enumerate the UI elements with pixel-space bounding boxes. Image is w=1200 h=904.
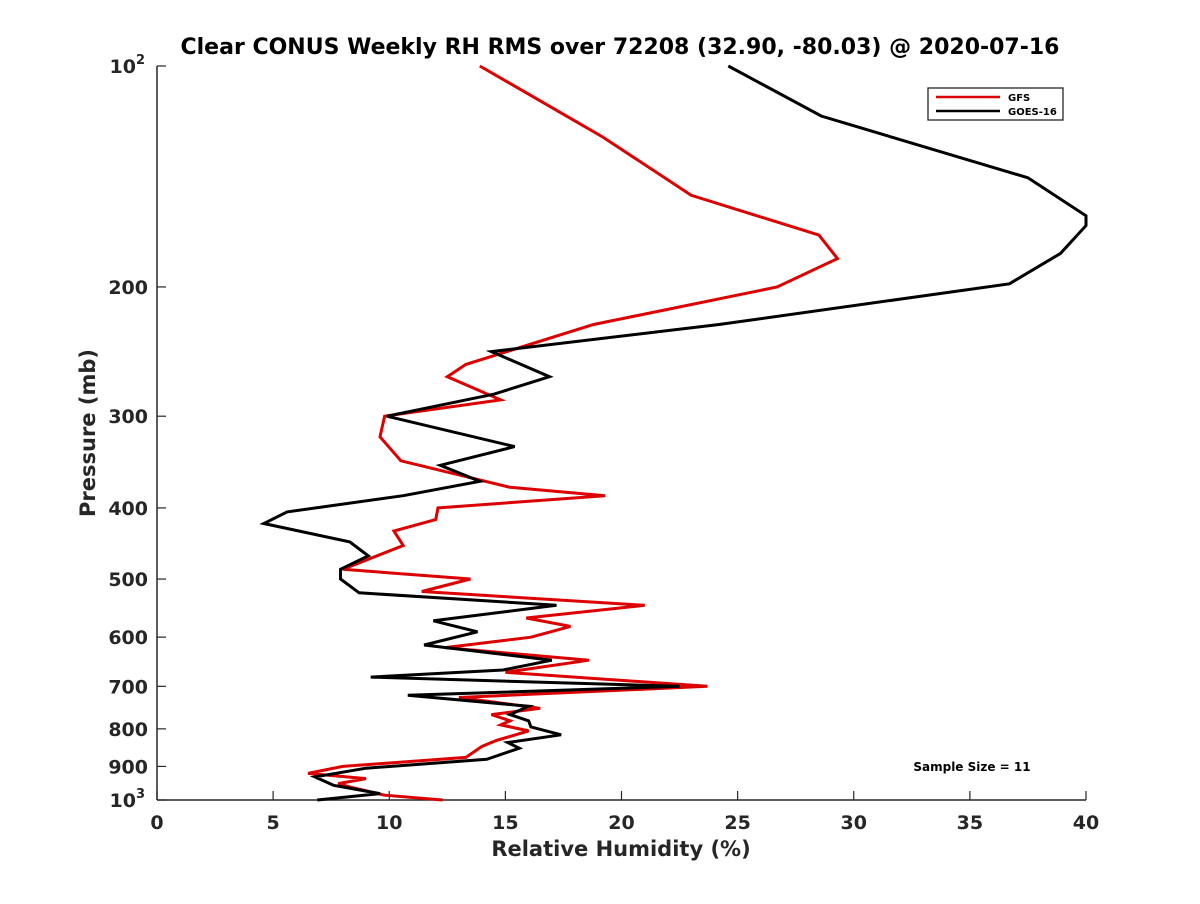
x-tick-label: 25 (724, 812, 750, 834)
series-group (259, 64, 1088, 802)
y-tick-label: 400 (108, 498, 148, 520)
y-tick-label: 500 (108, 569, 148, 591)
x-tick-label: 20 (608, 812, 634, 834)
y-tick-label: 600 (108, 627, 148, 649)
y-tick-label: 700 (108, 676, 148, 698)
x-tick-label: 35 (957, 812, 983, 834)
y-tick-label: 200 (108, 277, 148, 299)
chart-title: Clear CONUS Weekly RH RMS over 72208 (32… (181, 35, 1060, 60)
series-line-gfs (307, 64, 840, 802)
legend: GFS GOES-16 (927, 87, 1064, 121)
y-tick-label: 300 (108, 406, 148, 428)
x-tick-label: 10 (376, 812, 402, 834)
x-tick-label: 5 (267, 812, 280, 834)
y-tick-label: 900 (108, 756, 148, 778)
series-line-goes-16 (259, 64, 1088, 802)
sample-size-annotation: Sample Size = 11 (913, 760, 1030, 774)
y-tick-label: 800 (108, 719, 148, 741)
x-tick-label: 15 (492, 812, 518, 834)
legend-label-gfs: GFS (1008, 93, 1030, 104)
x-tick-label: 30 (841, 812, 867, 834)
x-axis-label: Relative Humidity (%) (491, 837, 750, 861)
x-tick-label: 0 (150, 812, 163, 834)
y-axis-label: Pressure (mb) (76, 349, 100, 517)
legend-box (927, 87, 1064, 121)
x-tick-label: 40 (1073, 812, 1099, 834)
plot-layer: 0 5 10 15 20 25 30 35 40102200300400500600700800… (108, 53, 1099, 834)
legend-label-goes-16: GOES-16 (1008, 107, 1057, 118)
